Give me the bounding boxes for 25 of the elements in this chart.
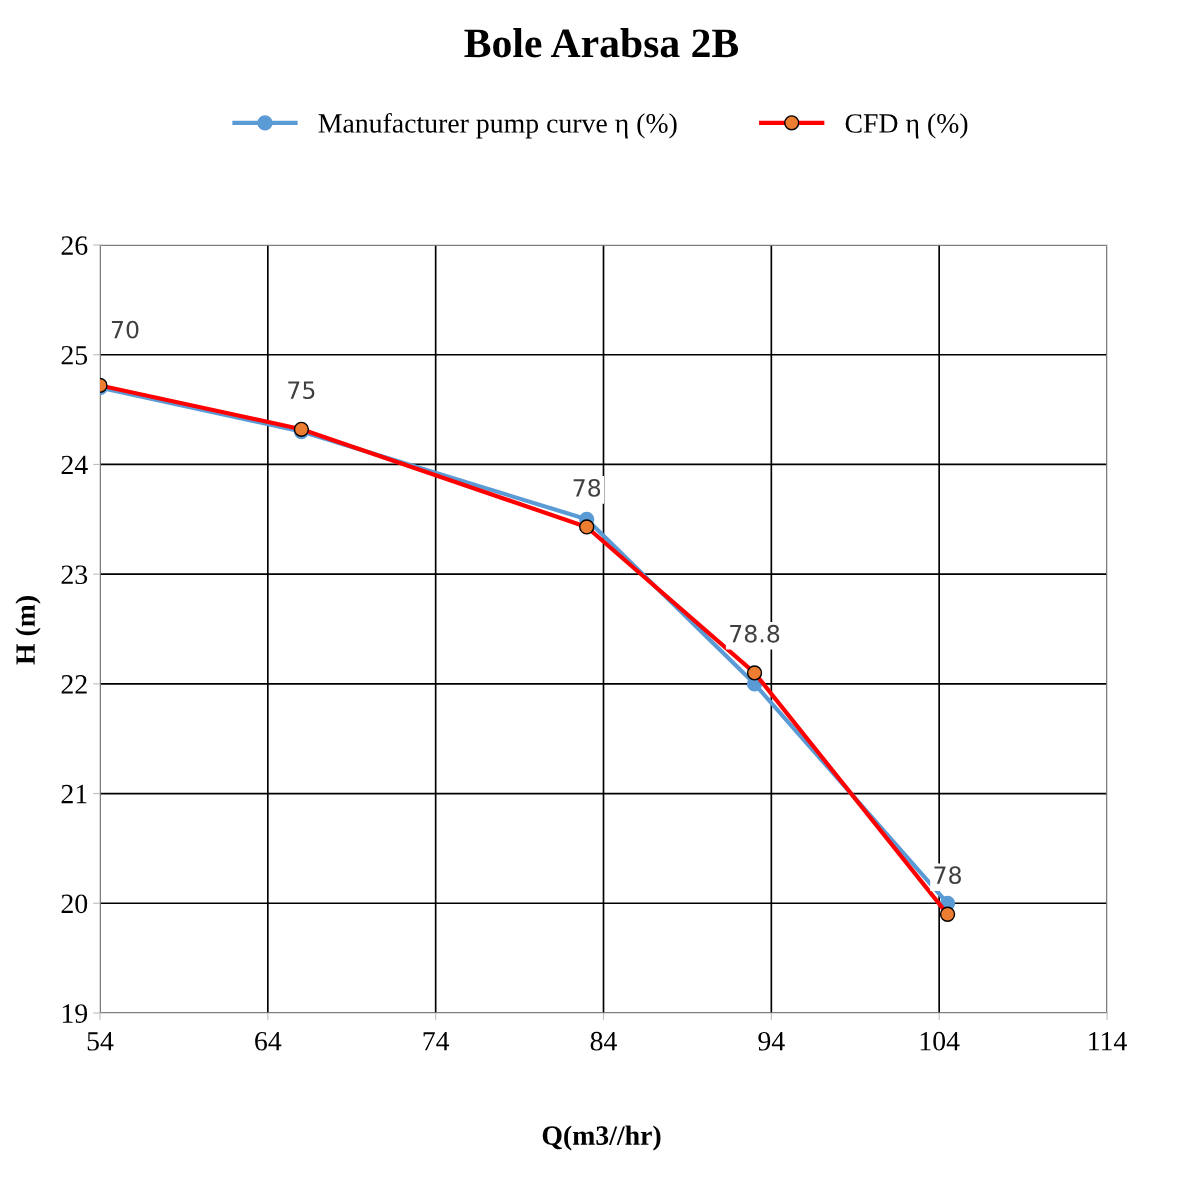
y-tick-label: 25 [61, 345, 88, 365]
x-tick-label: 94 [758, 1031, 785, 1051]
annotation: 78.8 [730, 624, 780, 643]
legend-label: CFD η (%) [845, 113, 968, 139]
y-tick-label: 21 [61, 784, 87, 804]
legend-label: Manufacturer pump curve η (%) [318, 113, 677, 139]
y-tick-label: 26 [61, 236, 88, 255]
annotation: 78 [934, 866, 961, 885]
x-tick-label: 104 [920, 1031, 960, 1051]
y-tick-label: 23 [61, 565, 88, 585]
y-tick-label: 22 [61, 675, 87, 694]
x-tick-label: 84 [590, 1031, 617, 1051]
x-tick-label: 64 [255, 1031, 282, 1051]
x-tick-label: 114 [1089, 1031, 1127, 1051]
chart-title: Bole Arabsa 2B [464, 28, 739, 58]
y-tick-label: 24 [61, 455, 88, 475]
y-tick-label: 19 [62, 1004, 88, 1023]
annotation: 75 [288, 381, 315, 400]
y-tick-label: 20 [61, 894, 88, 914]
x-tick-label: 74 [423, 1032, 450, 1051]
annotation: 78 [573, 478, 601, 497]
x-tick-label: 54 [87, 1032, 114, 1051]
annotation: 70 [111, 320, 139, 339]
y-axis-title: H (m) [15, 596, 41, 665]
x-axis-title: Q(m3//hr) [542, 1125, 661, 1151]
